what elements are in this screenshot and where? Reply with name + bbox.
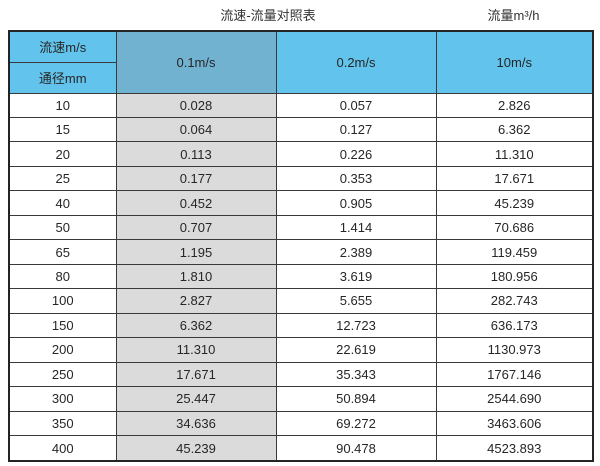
diameter-cell: 150 [8,312,117,339]
flow-value-0-1ms-cell: 0.113 [115,141,277,167]
flow-value-10ms-cell: 70.686 [435,214,594,241]
flow-value-0-2ms-cell: 12.723 [275,312,437,339]
flow-value-0-1ms-cell: 1.195 [115,239,277,265]
flow-rate-table: 流速m/s 0.1m/s 0.2m/s 10m/s 通径mm 10 0.028 0.… [8,30,594,462]
flow-value-0-2ms-cell: 0.905 [275,190,437,216]
table-row: 400 45.239 90.478 4523.893 [8,435,594,462]
flow-value-10ms-cell: 282.743 [435,288,594,314]
flow-value-0-2ms-cell: 2.389 [275,239,437,265]
diameter-cell: 80 [8,263,117,290]
table-row: 100 2.827 5.655 282.743 [8,288,594,314]
flow-value-10ms-cell: 17.671 [435,165,594,192]
diameter-cell: 10 [8,92,117,118]
flow-value-0-1ms-cell: 1.810 [115,263,277,290]
flow-value-10ms-cell: 180.956 [435,263,594,290]
flow-value-10ms-cell: 4523.893 [435,435,594,462]
diameter-cell: 350 [8,410,117,437]
flow-value-0-1ms-cell: 2.827 [115,288,277,314]
table-row: 65 1.195 2.389 119.459 [8,239,594,265]
header-row-diameter: 通径mm [8,61,593,94]
diameter-cell: 300 [8,386,117,412]
header-row-velocity: 流速m/s 0.1m/s 0.2m/s 10m/s [8,30,594,94]
flow-value-10ms-cell: 3463.606 [435,410,594,437]
flow-value-0-1ms-cell: 0.452 [115,190,277,216]
flow-unit-label: 流量m³/h [487,8,540,23]
table-title: 流速-流量对照表 [220,8,316,23]
flow-value-0-1ms-cell: 34.636 [115,410,277,437]
header-col-0-1ms: 0.1m/s [115,30,277,94]
flow-value-0-1ms-cell: 0.064 [115,116,277,143]
flow-value-0-2ms-cell: 0.226 [275,141,437,167]
flow-value-0-2ms-cell: 0.057 [275,92,437,118]
table-row: 300 25.447 50.894 2544.690 [8,386,594,412]
table-body: 10 0.028 0.057 2.826 15 0.064 0.127 6.362 20 0.11… [8,92,594,462]
flow-value-0-1ms-cell: 25.447 [115,386,277,412]
table-row: 50 0.707 1.414 70.686 [8,214,594,241]
flow-value-0-2ms-cell: 90.478 [275,435,437,462]
diameter-cell: 25 [8,165,117,192]
flow-value-0-1ms-cell: 6.362 [115,312,277,339]
flow-value-0-2ms-cell: 50.894 [275,386,437,412]
table-row: 10 0.028 0.057 2.826 [8,92,594,118]
flow-value-10ms-cell: 6.362 [435,116,594,143]
header-velocity-label: 流速m/s [8,30,117,63]
table-row: 150 6.362 12.723 636.173 [8,312,594,339]
diameter-cell: 40 [8,190,117,216]
diameter-cell: 250 [8,361,117,388]
diameter-cell: 100 [8,288,117,314]
header-diameter-label: 通径mm [8,61,117,94]
table-row: 40 0.452 0.905 45.239 [8,190,594,216]
flow-value-0-2ms-cell: 69.272 [275,410,437,437]
flow-value-0-1ms-cell: 11.310 [115,337,277,363]
flow-value-0-2ms-cell: 22.619 [275,337,437,363]
table-row: 200 11.310 22.619 1130.973 [8,337,594,363]
flow-value-0-2ms-cell: 1.414 [275,214,437,241]
header-col-10ms: 10m/s [435,30,594,94]
diameter-cell: 65 [8,239,117,265]
flow-value-10ms-cell: 2544.690 [435,386,594,412]
flow-value-10ms-cell: 45.239 [435,190,594,216]
flow-value-10ms-cell: 119.459 [435,239,594,265]
flow-value-10ms-cell: 636.173 [435,312,594,339]
flow-value-0-2ms-cell: 3.619 [275,263,437,290]
table-row: 25 0.177 0.353 17.671 [8,165,594,192]
diameter-cell: 200 [8,337,117,363]
table-row: 80 1.810 3.619 180.956 [8,263,594,290]
flow-value-0-2ms-cell: 5.655 [275,288,437,314]
diameter-cell: 20 [8,141,117,167]
flow-value-10ms-cell: 2.826 [435,92,594,118]
table-row: 20 0.113 0.226 11.310 [8,141,594,167]
table-row: 250 17.671 35.343 1767.146 [8,361,594,388]
flow-value-10ms-cell: 11.310 [435,141,594,167]
flow-value-0-1ms-cell: 0.707 [115,214,277,241]
flow-value-10ms-cell: 1130.973 [435,337,594,363]
flow-value-0-1ms-cell: 17.671 [115,361,277,388]
flow-value-0-2ms-cell: 0.127 [275,116,437,143]
flow-value-0-2ms-cell: 35.343 [275,361,437,388]
table-row: 350 34.636 69.272 3463.606 [8,410,594,437]
header-col-0-2ms: 0.2m/s [275,30,437,94]
flow-value-0-1ms-cell: 0.028 [115,92,277,118]
flow-value-10ms-cell: 1767.146 [435,361,594,388]
table-header: 流速m/s 0.1m/s 0.2m/s 10m/s 通径mm [8,30,594,94]
flow-value-0-1ms-cell: 45.239 [115,435,277,462]
diameter-cell: 15 [8,116,117,143]
flow-value-0-2ms-cell: 0.353 [275,165,437,192]
flow-value-0-1ms-cell: 0.177 [115,165,277,192]
diameter-cell: 50 [8,214,117,241]
diameter-cell: 400 [8,435,117,462]
table-row: 15 0.064 0.127 6.362 [8,116,594,143]
